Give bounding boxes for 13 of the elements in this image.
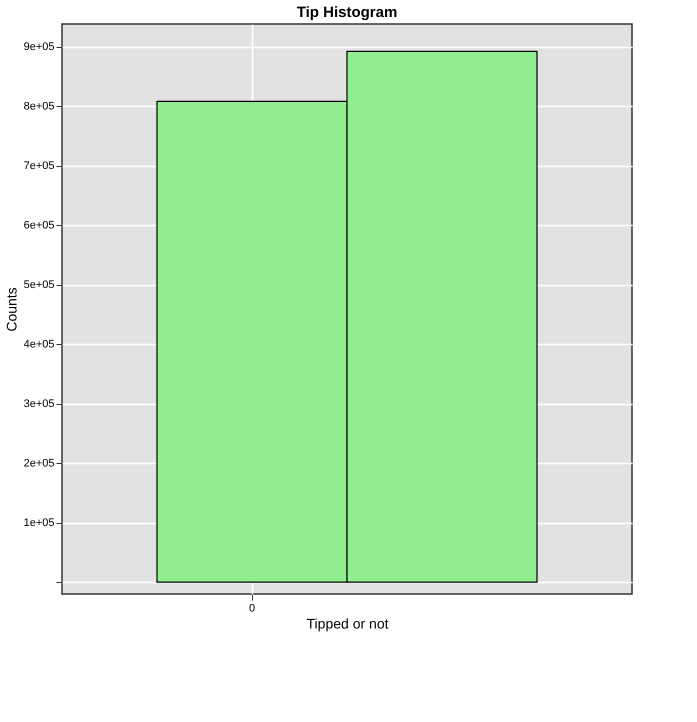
- x-axis-title: Tipped or not: [306, 616, 389, 632]
- y-tick-label: 8e+05: [24, 100, 54, 113]
- x-tick-label: 0: [248, 602, 256, 614]
- y-tick-label: 7e+05: [24, 160, 54, 172]
- y-axis-title: Counts: [4, 287, 20, 332]
- y-tick-label: 6e+05: [24, 220, 54, 232]
- y-tick-label: 4e+05: [24, 338, 54, 351]
- y-tick-label: 9e+05: [24, 41, 54, 54]
- y-tick-label: 1e+05: [24, 517, 54, 530]
- y-tick-label: 2e+05: [24, 458, 54, 470]
- chart-title: Tip Histogram: [296, 4, 398, 21]
- y-tick-label: 5e+05: [24, 279, 54, 292]
- y-tick-label: 3e+05: [24, 398, 54, 410]
